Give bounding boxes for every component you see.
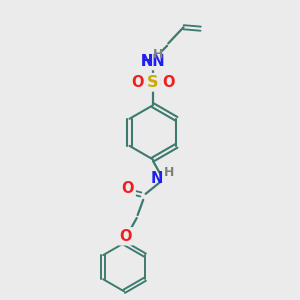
Text: H: H <box>164 166 174 178</box>
Text: N: N <box>141 54 153 69</box>
Text: S: S <box>147 75 159 90</box>
Text: O: O <box>162 75 175 90</box>
Text: O: O <box>119 229 132 244</box>
Text: N: N <box>151 171 163 186</box>
Text: H: H <box>153 48 163 61</box>
Text: O: O <box>131 75 144 90</box>
Text: O: O <box>122 181 134 196</box>
Text: HN: HN <box>141 54 165 69</box>
